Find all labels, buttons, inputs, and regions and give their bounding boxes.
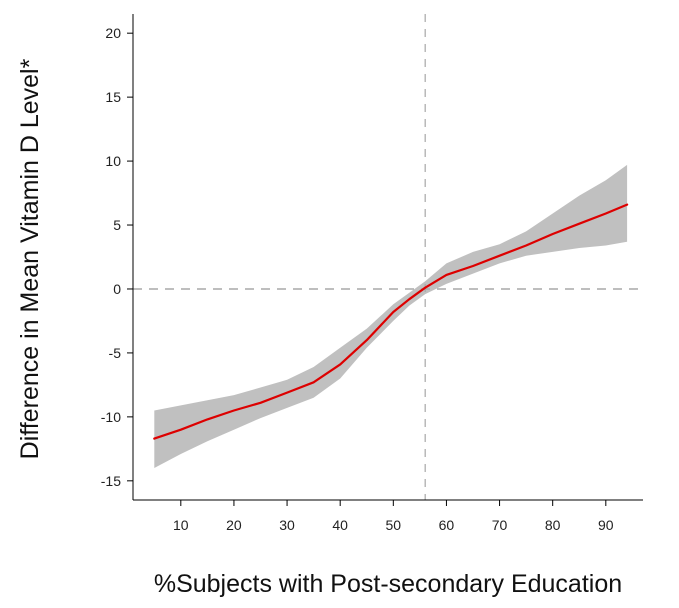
x-axis-title: %Subjects with Post-secondary Education — [154, 570, 622, 598]
x-ticks: 10 20 30 40 50 60 70 80 90 — [173, 500, 614, 533]
y-tick-label: -5 — [109, 345, 122, 361]
y-tick-label: 5 — [113, 217, 121, 233]
y-tick-label: 20 — [105, 25, 121, 41]
y-tick-label: 15 — [105, 89, 121, 105]
x-tick-label: 40 — [332, 517, 348, 533]
y-ticks: -15 -10 -5 0 5 10 15 20 — [101, 25, 133, 489]
y-axis-title: Difference in Mean Vitamin D Level* — [16, 58, 44, 459]
reference-lines-layer — [133, 14, 643, 500]
y-tick-label: 0 — [113, 281, 121, 297]
confidence-band — [154, 164, 628, 468]
x-tick-label: 90 — [598, 517, 614, 533]
x-tick-label: 60 — [439, 517, 455, 533]
series-line-layer — [153, 203, 629, 440]
x-tick-label: 10 — [173, 517, 189, 533]
y-tick-label: -15 — [101, 473, 121, 489]
x-tick-label: 50 — [386, 517, 402, 533]
x-tick-label: 30 — [279, 517, 295, 533]
axes-layer — [132, 14, 643, 501]
x-tick-label: 20 — [226, 517, 242, 533]
confidence-band-layer — [154, 164, 628, 468]
y-tick-label: -10 — [101, 409, 121, 425]
series-line — [153, 203, 629, 440]
x-tick-label: 80 — [545, 517, 561, 533]
x-tick-label: 70 — [492, 517, 508, 533]
y-tick-label: 10 — [105, 153, 121, 169]
